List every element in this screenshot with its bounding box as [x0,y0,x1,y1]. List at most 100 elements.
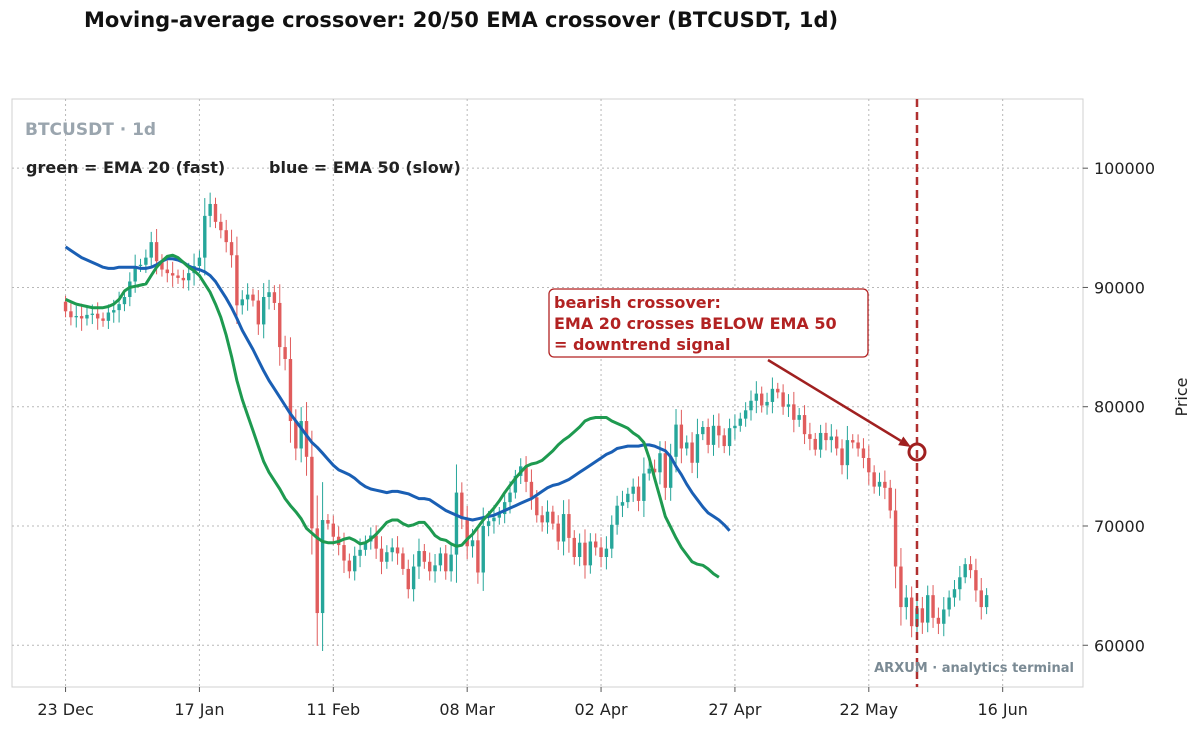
candle-59 [379,536,384,575]
candle-body-1 [69,311,73,318]
candle-body-67 [422,551,427,562]
brand-watermark: ARXUM · analytics terminal [874,661,1074,676]
candle-153 [883,470,887,500]
candle-body-63 [401,553,405,569]
candle-94 [567,499,571,553]
candle-66 [417,538,421,579]
candle-body-73 [454,492,459,555]
candle-130 [760,386,764,413]
candle-body-42 [288,359,293,422]
candle-body-115 [679,424,684,449]
candle-159 [915,598,919,636]
candle-16 [149,231,153,268]
candle-165 [947,590,951,617]
crossover-circle [907,442,927,462]
y-axis: 60000 70000 80000 90000 100000 [1083,159,1155,655]
candle-39 [272,285,277,310]
candle-116 [685,435,689,456]
candle-67 [422,543,427,569]
candle-36 [256,290,261,335]
candle-body-154 [888,487,892,511]
candle-body-19 [165,269,169,274]
candle-body-98 [588,541,593,566]
candle-18 [160,254,164,277]
candle-body-68 [427,561,432,572]
candle-170 [974,558,978,602]
candle-body-13 [133,265,137,282]
candle-body-54 [353,555,357,572]
candle-body-132 [770,388,775,402]
candle-body-59 [379,548,384,562]
candle-body-135 [786,404,791,407]
candle-body-166 [952,589,957,598]
candle-107 [636,476,641,512]
candle-body-165 [947,597,951,610]
candle-4 [85,307,89,326]
candle-150 [867,445,871,485]
candle-8 [106,304,111,329]
candle-161 [926,585,930,633]
candle-27 [208,192,212,228]
candle-139 [808,422,812,451]
candle-160 [920,596,925,634]
candle-body-15 [144,257,148,265]
candle-body-168 [963,564,967,578]
candle-146 [845,425,850,480]
candle-120 [706,418,710,454]
candle-body-102 [610,524,614,549]
candle-body-78 [481,525,485,573]
candle-body-21 [176,275,180,278]
candle-body-156 [899,566,903,608]
candle-body-27 [208,203,212,216]
candle-body-6 [95,313,100,319]
candle-body-121 [711,425,716,445]
candle-172 [984,588,989,615]
candle-body-45 [304,421,309,457]
candle-126 [738,412,742,432]
candle-38 [267,279,271,310]
candle-50 [331,515,335,545]
candle-125 [733,414,737,440]
candle-body-147 [851,440,855,443]
candle-body-28 [213,203,218,222]
symbol-label: BTCUSDT · 1d [25,120,156,140]
candle-body-72 [449,554,453,572]
candle-140 [813,432,817,456]
candle-body-70 [438,553,443,566]
candle-body-0 [63,301,68,312]
candle-63 [401,547,405,575]
candle-body-40 [278,302,282,348]
candle-body-34 [245,294,250,300]
candle-62 [395,536,400,565]
candle-1 [69,303,73,326]
candle-122 [717,413,721,448]
candle-body-114 [674,424,678,457]
candle-body-56 [363,541,368,550]
candle-134 [781,384,785,415]
x-tick-label-7: 16 Jun [977,700,1027,719]
candle-body-14 [138,264,143,266]
candle-102 [610,515,614,559]
candle-87 [529,469,534,510]
candle-149 [861,438,866,469]
candle-body-86 [524,466,528,482]
candle-99 [593,533,598,556]
candle-135 [786,394,791,417]
candle-138 [802,405,807,445]
candle-body-16 [149,242,153,258]
candle-body-151 [872,472,876,487]
candle-72 [449,544,453,582]
candle-body-30 [224,230,228,243]
candle-body-152 [877,481,882,487]
candle-body-162 [931,595,935,618]
y-tick-label-3: 90000 [1094,278,1145,297]
candle-body-107 [636,486,641,501]
candle-body-3 [79,316,84,319]
candle-body-35 [251,294,255,301]
candle-body-31 [229,242,234,256]
annotation-line-1: bearish crossover: [554,293,721,312]
y-tick-label-1: 70000 [1094,517,1145,536]
y-axis-label: Price [1172,377,1191,416]
candle-body-164 [942,609,946,624]
candle-155 [893,488,898,589]
